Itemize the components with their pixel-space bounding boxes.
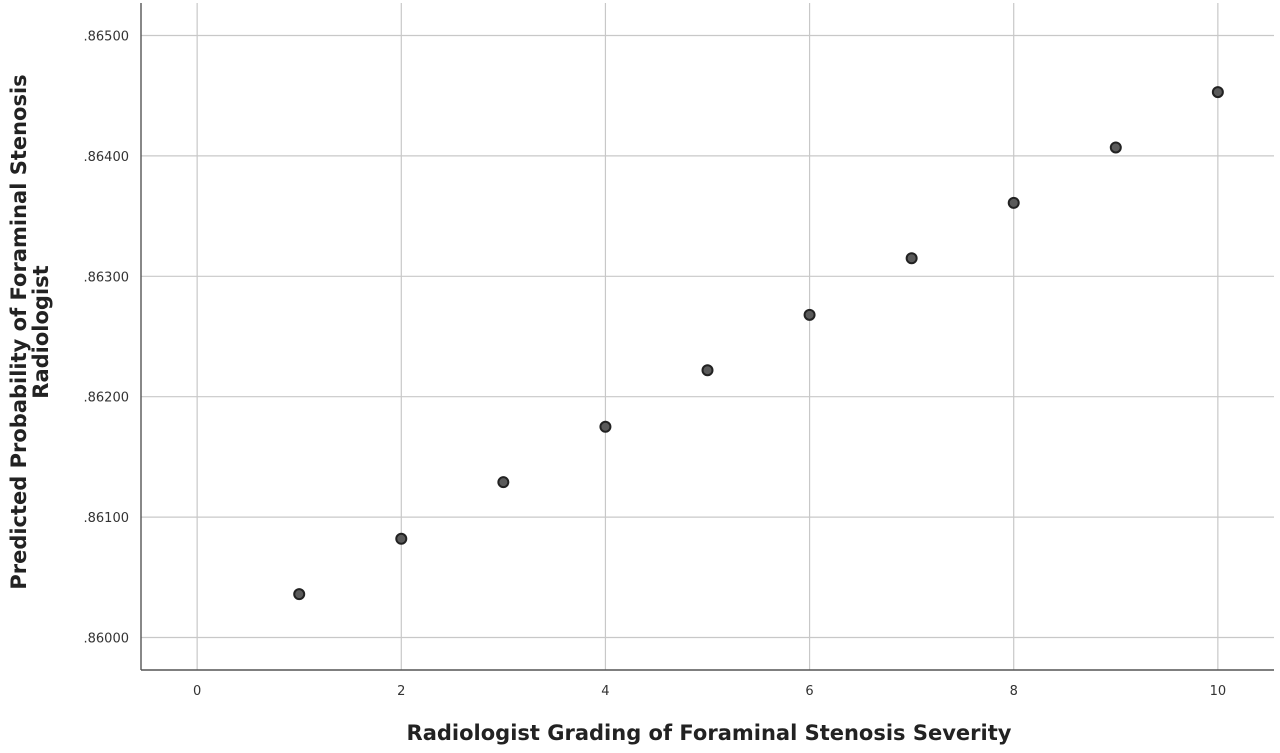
x-tick-label: 4 [601, 684, 609, 699]
data-point [1109, 141, 1122, 154]
data-point [293, 588, 306, 601]
data-point [599, 420, 612, 433]
data-point [905, 252, 918, 265]
data-points [293, 86, 1224, 601]
x-tick-label: 6 [805, 684, 813, 699]
data-point [1007, 196, 1020, 209]
x-axis-title: Radiologist Grading of Foraminal Stenosi… [407, 721, 1012, 745]
y-tick-labels: .86000 .86100 .86200 .86300 .86400 .86500 [84, 30, 130, 647]
data-point [395, 532, 408, 545]
data-point [1211, 86, 1224, 99]
y-tick-label: .86500 [84, 30, 130, 45]
y-tick-label: .86300 [84, 270, 130, 285]
grid [141, 3, 1274, 670]
y-tick-label: .86000 [84, 631, 130, 646]
y-tick-label: .86200 [84, 391, 130, 406]
data-point [497, 476, 510, 489]
x-tick-label: 0 [193, 684, 201, 699]
y-tick-label: .86100 [84, 511, 130, 526]
x-tick-label: 2 [397, 684, 405, 699]
y-axis-title-line-2: Radiologist [29, 265, 53, 398]
y-tick-label: .86400 [84, 150, 130, 165]
y-axis-title: Predicted Probability of Foraminal Steno… [7, 74, 53, 589]
axes [140, 3, 1274, 671]
data-point [803, 308, 816, 321]
x-tick-label: 10 [1210, 684, 1227, 699]
y-axis-title-line-1: Predicted Probability of Foraminal Steno… [7, 74, 31, 589]
data-point [701, 364, 714, 377]
x-tick-labels: 0 2 4 6 8 10 [193, 684, 1226, 699]
x-tick-label: 8 [1010, 684, 1018, 699]
